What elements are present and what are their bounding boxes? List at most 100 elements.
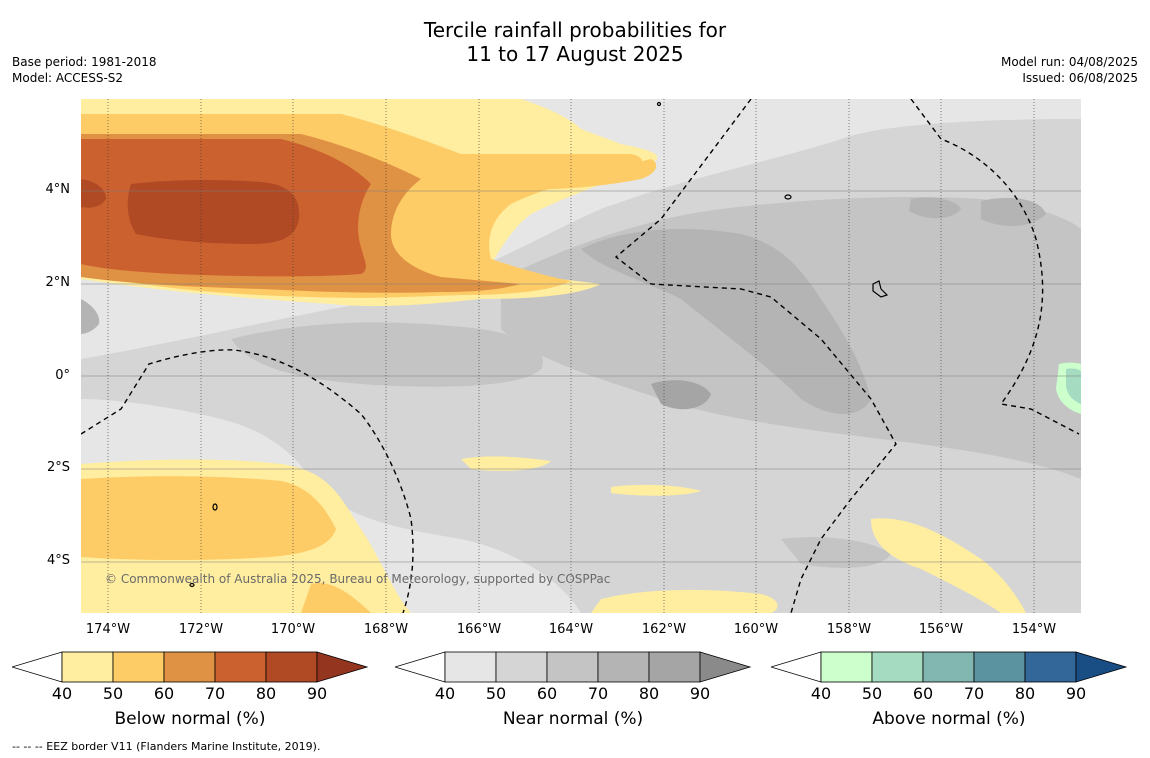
cbar-below-seg-4 [214, 651, 267, 683]
lon-label-168w: 168°W [363, 622, 409, 637]
eez-borders [81, 99, 1080, 613]
cbar-near-seg-6 [699, 651, 752, 683]
near-normal-label: Near normal (%) [502, 709, 644, 729]
base-period-text: Base period: 1981-2018 [12, 55, 157, 69]
cbar-above-tick: 80 [1014, 684, 1036, 703]
cbar-near-tick: 80 [638, 684, 660, 703]
lon-label-170w: 170°W [270, 622, 316, 637]
near-normal-colorbar [395, 651, 752, 683]
cbar-near-tick: 50 [485, 684, 507, 703]
island-c [212, 503, 218, 511]
near-normal-80-blob [651, 380, 711, 410]
below-normal-colorbar [12, 651, 369, 683]
lon-label-172w: 172°W [178, 622, 224, 637]
cbar-below-seg-2 [112, 651, 165, 683]
map-canvas [81, 99, 1081, 613]
cbar-above-seg-4 [973, 651, 1026, 683]
lon-label-154w: 154°W [1011, 622, 1057, 637]
cbar-below-seg-1 [61, 651, 114, 683]
lon-label-160w: 160°W [733, 622, 779, 637]
island-e [656, 101, 662, 107]
latitude-grid [81, 190, 1081, 563]
near-normal-60-west [231, 322, 543, 387]
lat-label-4s: 4°S [46, 553, 70, 568]
cbar-below-seg-5 [265, 651, 318, 683]
lon-label-162w: 162°W [641, 622, 687, 637]
cbar-above-tick: 50 [861, 684, 883, 703]
cbar-above-seg-2 [871, 651, 924, 683]
cbar-above-seg-0 [771, 651, 822, 683]
lat-label-4n: 4°N [45, 182, 71, 197]
model-text: Model: ACCESS-S2 [12, 71, 124, 85]
cbar-near-seg-2 [495, 651, 548, 683]
cbar-near-seg-0 [395, 651, 446, 683]
cbar-below-tick: 40 [51, 684, 73, 703]
lat-label-2s: 2°S [46, 460, 70, 475]
title-line-2: 11 to 17 August 2025 [466, 42, 684, 66]
near-normal-60-south [781, 537, 891, 568]
below-normal-80-edge [81, 179, 106, 208]
below-normal-40-strip-2 [611, 484, 701, 496]
cbar-near-tick: 90 [689, 684, 711, 703]
above-normal-label: Above normal (%) [872, 709, 1026, 729]
cbar-above-seg-3 [922, 651, 975, 683]
below-normal-50-tongue [511, 159, 657, 190]
cbar-above-seg-5 [1024, 651, 1077, 683]
cbar-near-seg-1 [444, 651, 497, 683]
cbar-above-tick: 90 [1065, 684, 1087, 703]
cbar-near-seg-3 [546, 651, 599, 683]
cbar-near-tick: 70 [587, 684, 609, 703]
meta-right: Model run: 04/08/2025 Issued: 06/08/2025 [1001, 54, 1138, 86]
cbar-below-seg-6 [316, 651, 369, 683]
lon-label-174w: 174°W [85, 622, 131, 637]
issued-text: Issued: 06/08/2025 [1022, 71, 1138, 85]
below-normal-40-strip [461, 456, 551, 471]
below-normal-40-south-east [871, 518, 1026, 613]
above-normal-colorbar [771, 651, 1128, 683]
title-line-1: Tercile rainfall probabilities for [423, 18, 727, 42]
lon-label-158w: 158°W [826, 622, 872, 637]
below-normal-label: Below normal (%) [114, 709, 266, 729]
near-normal-70-blob-far-east [981, 197, 1046, 226]
cbar-above-seg-6 [1075, 651, 1128, 683]
near-normal-70-region [581, 229, 871, 414]
copyright-notice: © Commonwealth of Australia 2025, Bureau… [105, 572, 611, 586]
cbar-above-tick: 70 [963, 684, 985, 703]
below-normal-40-south-centre [591, 589, 778, 613]
cbar-near-tick: 40 [434, 684, 456, 703]
eez-border-west [81, 349, 414, 613]
near-normal-70-blob-east [909, 197, 961, 219]
cbar-above-seg-1 [820, 651, 873, 683]
rainfall-map: © Commonwealth of Australia 2025, Bureau… [81, 99, 1081, 613]
eez-border-east [910, 99, 1080, 435]
cbar-below-tick: 50 [102, 684, 124, 703]
above-normal-50-east [1066, 368, 1081, 404]
below-normal-50-south [81, 476, 336, 560]
cbar-near-seg-5 [648, 651, 701, 683]
cbar-above-tick: 40 [810, 684, 832, 703]
lon-label-164w: 164°W [548, 622, 594, 637]
lon-label-156w: 156°W [918, 622, 964, 637]
cbar-below-seg-3 [163, 651, 216, 683]
map-title: Tercile rainfall probabilities for 11 to… [0, 18, 1150, 66]
near-normal-70-blob-west [81, 299, 100, 334]
cbar-below-tick: 80 [255, 684, 277, 703]
island-a [784, 194, 792, 200]
cbar-below-tick: 90 [306, 684, 328, 703]
lat-label-2n: 2°N [45, 275, 71, 290]
meta-left: Base period: 1981-2018 Model: ACCESS-S2 [12, 54, 157, 86]
below-normal-80-north [127, 179, 300, 244]
model-run-text: Model run: 04/08/2025 [1000, 55, 1138, 69]
cbar-below-seg-0 [12, 651, 63, 683]
below-normal-50-south-edge [301, 583, 371, 613]
island-d [189, 582, 195, 588]
eez-footnote: -- -- -- EEZ border V11 (Flanders Marine… [12, 740, 321, 753]
cbar-below-tick: 70 [204, 684, 226, 703]
cbar-above-tick: 60 [912, 684, 934, 703]
lon-label-166w: 166°W [456, 622, 502, 637]
cbar-near-tick: 60 [536, 684, 558, 703]
eez-border-centre [614, 99, 897, 613]
cbar-below-tick: 60 [153, 684, 175, 703]
island-b [872, 280, 889, 298]
lat-label-0: 0° [55, 368, 70, 383]
